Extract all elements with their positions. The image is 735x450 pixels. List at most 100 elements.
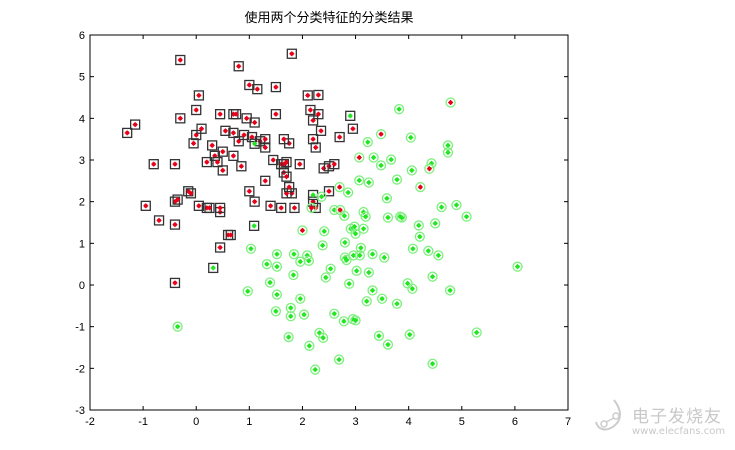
data-point xyxy=(341,254,352,266)
data-point xyxy=(404,329,415,340)
data-point xyxy=(433,250,444,261)
data-point xyxy=(276,202,287,214)
data-point xyxy=(217,165,228,176)
data-point xyxy=(295,256,306,267)
data-point xyxy=(285,302,296,314)
data-point xyxy=(288,269,299,281)
data-point xyxy=(286,48,297,59)
data-point xyxy=(313,109,324,120)
data-point xyxy=(265,200,276,211)
data-point xyxy=(354,175,365,186)
data-point xyxy=(193,90,205,101)
data-point xyxy=(379,252,390,263)
data-point xyxy=(261,259,273,270)
data-point xyxy=(334,181,345,193)
data-point xyxy=(361,296,372,307)
data-point xyxy=(318,332,329,344)
data-point xyxy=(270,306,282,317)
data-point xyxy=(172,194,183,205)
data-point xyxy=(471,327,482,338)
x-tick-label: 5 xyxy=(459,416,465,428)
data-point xyxy=(289,202,300,214)
data-point xyxy=(302,90,313,101)
data-point xyxy=(315,125,327,136)
data-point xyxy=(407,283,418,294)
data-point xyxy=(281,156,292,168)
data-point xyxy=(512,261,523,272)
data-point xyxy=(376,293,388,304)
data-point xyxy=(334,131,345,143)
data-point xyxy=(310,364,321,375)
x-tick-label: -1 xyxy=(138,416,148,428)
data-point xyxy=(413,220,424,231)
data-point xyxy=(217,146,228,157)
data-point xyxy=(242,286,253,297)
data-point xyxy=(244,186,255,197)
data-point xyxy=(214,109,226,120)
data-point xyxy=(220,125,231,136)
data-point xyxy=(271,261,283,272)
x-tick-label: 7 xyxy=(565,416,571,428)
data-point xyxy=(405,132,416,143)
data-point xyxy=(249,138,260,149)
data-point xyxy=(236,161,247,172)
data-point xyxy=(423,245,434,256)
data-point xyxy=(354,250,365,261)
data-point xyxy=(415,181,426,193)
data-point xyxy=(424,163,435,174)
series-1 xyxy=(208,110,356,274)
data-point xyxy=(393,104,405,115)
data-point xyxy=(461,211,472,222)
data-point xyxy=(391,174,403,185)
data-point xyxy=(248,220,260,231)
data-point xyxy=(169,159,181,170)
y-tick-label: 0 xyxy=(79,280,85,292)
data-point xyxy=(451,199,462,211)
data-point xyxy=(225,229,236,241)
data-point xyxy=(317,240,328,251)
series-2 xyxy=(172,104,523,375)
data-point xyxy=(140,200,151,211)
data-point xyxy=(191,129,202,141)
data-point xyxy=(207,140,218,151)
data-point xyxy=(445,97,456,108)
data-point xyxy=(406,165,418,176)
data-point xyxy=(298,309,310,320)
data-point xyxy=(382,212,394,223)
data-point xyxy=(310,142,321,153)
data-point xyxy=(214,242,226,253)
data-point xyxy=(283,331,294,343)
data-point xyxy=(169,277,181,289)
data-point xyxy=(233,61,244,72)
y-tick-label: 3 xyxy=(79,155,85,167)
x-tick-label: 3 xyxy=(352,416,358,428)
x-tick-label: 2 xyxy=(299,416,305,428)
data-point xyxy=(288,249,300,260)
data-point xyxy=(281,171,292,182)
data-point xyxy=(249,117,260,128)
data-point xyxy=(284,181,295,193)
watermark: 电子发烧友 www.elecfans.com xyxy=(592,396,725,444)
data-point xyxy=(228,150,239,161)
data-point xyxy=(325,263,336,274)
data-point xyxy=(339,237,351,248)
data-point xyxy=(278,134,290,145)
data-point xyxy=(307,115,319,126)
data-point xyxy=(204,202,215,214)
data-point xyxy=(368,152,379,163)
data-point xyxy=(212,156,223,168)
data-point xyxy=(295,293,306,304)
y-tick-label: 5 xyxy=(79,72,85,84)
data-point xyxy=(270,109,282,120)
data-point xyxy=(285,311,296,322)
data-point xyxy=(373,330,385,341)
data-point xyxy=(294,159,305,170)
y-tick-label: 4 xyxy=(79,113,85,125)
data-point xyxy=(414,231,425,242)
data-point xyxy=(427,358,438,369)
data-point xyxy=(304,340,315,351)
data-point xyxy=(129,119,141,130)
data-point xyxy=(175,113,186,124)
data-point xyxy=(264,277,276,288)
data-point xyxy=(342,187,354,198)
